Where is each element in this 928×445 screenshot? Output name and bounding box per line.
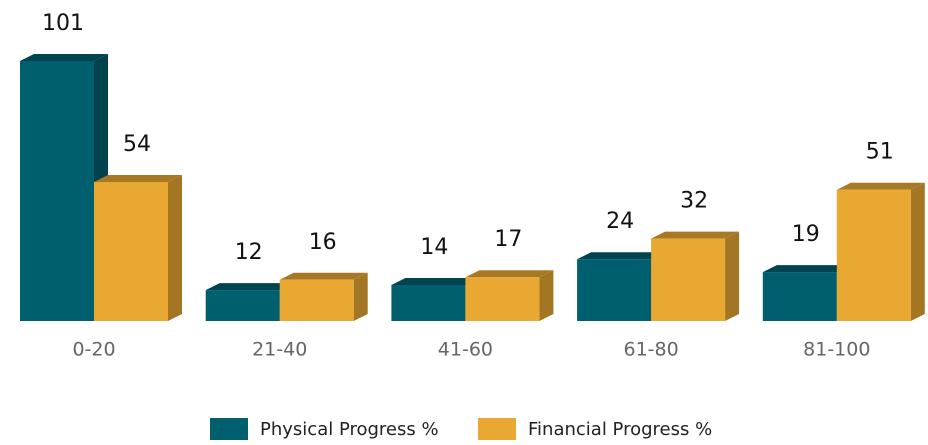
bar: [205, 290, 280, 321]
x-tick-label: 0-20: [72, 339, 115, 361]
value-label: 101: [42, 11, 84, 36]
bar: [94, 181, 168, 321]
value-label: 19: [792, 222, 820, 247]
value-label: 17: [494, 227, 522, 252]
value-label: 12: [235, 240, 263, 265]
bar-top: [651, 231, 740, 239]
bar: [20, 61, 94, 321]
bar-side: [539, 270, 554, 321]
value-label: 16: [309, 230, 337, 255]
legend-swatch: [478, 418, 516, 440]
bar-top: [577, 252, 666, 260]
bar: [465, 277, 540, 321]
bar-side: [725, 231, 740, 321]
bar-top: [279, 272, 368, 280]
bar-top: [836, 182, 925, 190]
bar: [836, 189, 911, 321]
bar-top: [205, 283, 294, 291]
bar: [391, 284, 466, 321]
value-label: 32: [680, 189, 708, 214]
bar-top: [94, 174, 182, 182]
value-label: 51: [866, 140, 894, 165]
x-tick-label: 41-60: [438, 339, 493, 361]
x-tick-label: 61-80: [623, 339, 678, 361]
bar: [762, 272, 837, 321]
bar-top: [762, 265, 851, 273]
legend-swatch: [210, 418, 248, 440]
bar-side: [168, 174, 182, 321]
legend-label: Financial Progress %: [528, 419, 712, 440]
bar-top: [465, 270, 554, 278]
bar-side: [910, 182, 925, 321]
bar-top: [391, 277, 480, 285]
bar-top: [20, 54, 108, 61]
x-tick-label: 81-100: [803, 339, 870, 361]
value-label: 24: [606, 209, 634, 234]
bar: [577, 259, 652, 321]
value-label: 54: [123, 132, 151, 157]
value-label: 14: [420, 235, 448, 260]
legend-label: Physical Progress %: [260, 419, 439, 440]
bar: [651, 238, 726, 321]
x-tick-label: 21-40: [252, 339, 307, 361]
bar: [279, 279, 354, 321]
bar-side: [353, 272, 368, 321]
